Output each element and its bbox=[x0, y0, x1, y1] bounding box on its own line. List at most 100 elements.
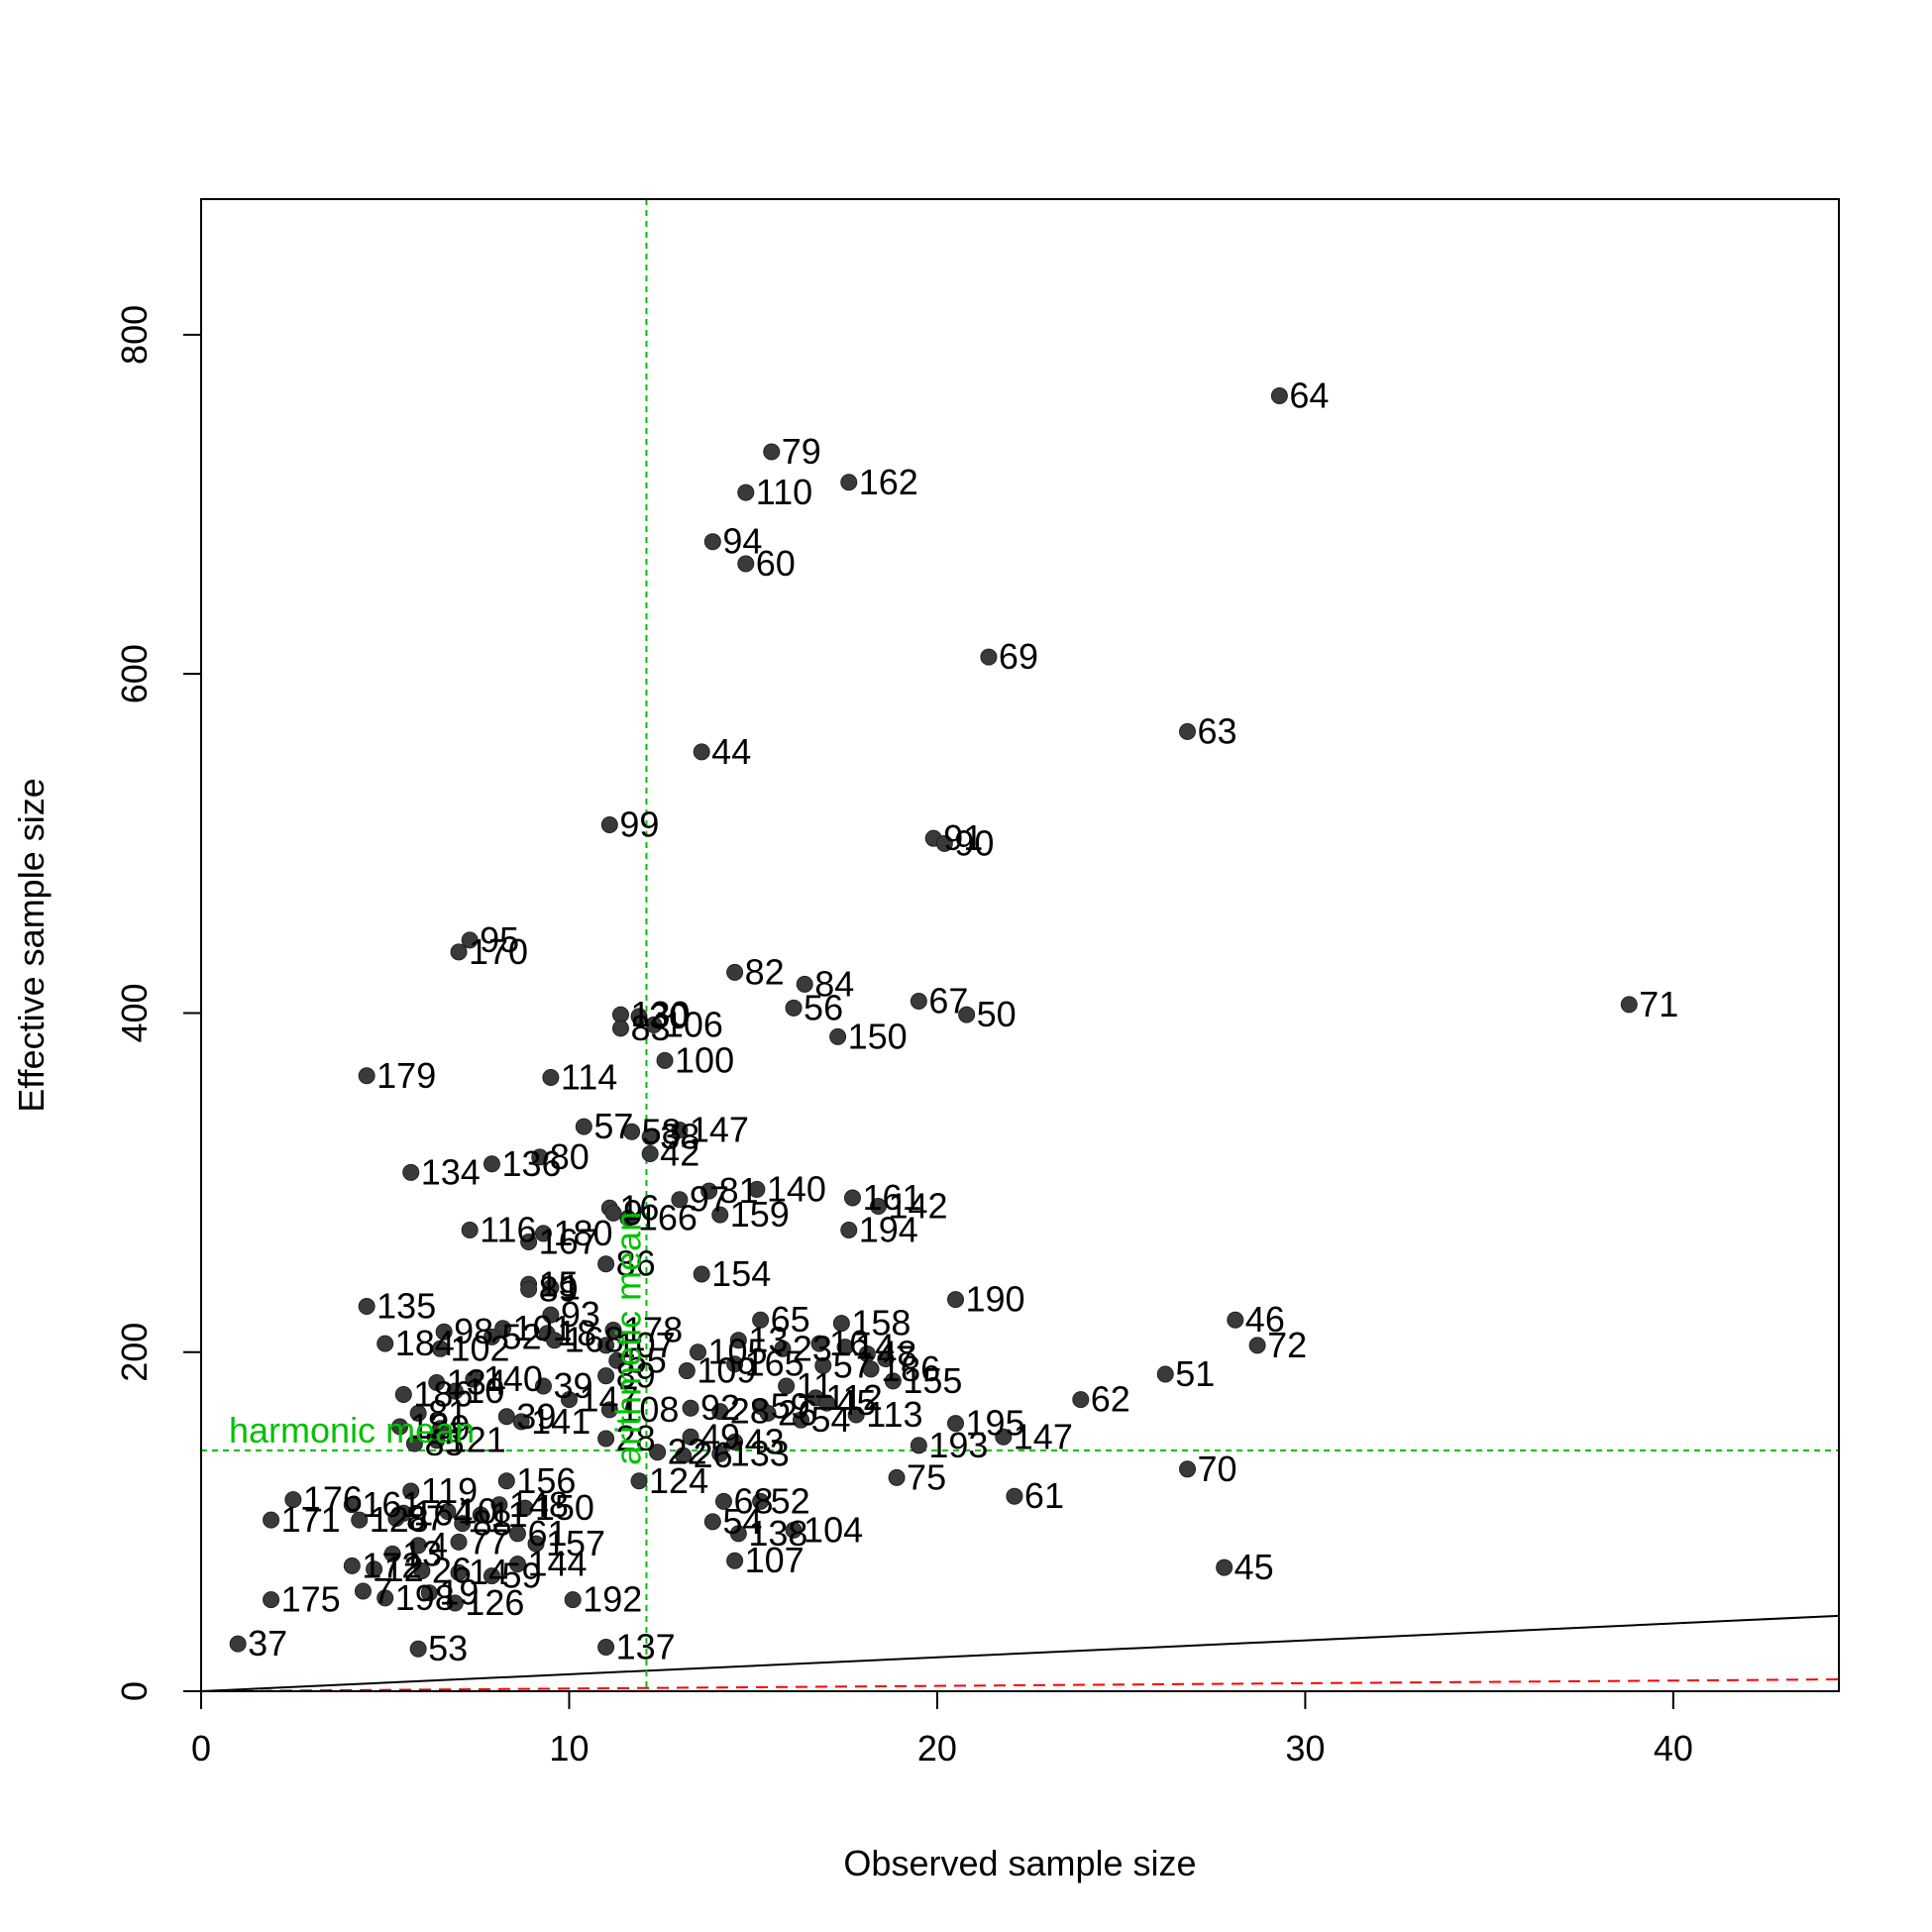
data-point bbox=[763, 443, 781, 461]
point-label: 26 bbox=[432, 1550, 472, 1590]
point-label: 176 bbox=[303, 1479, 363, 1520]
data-point bbox=[358, 1067, 376, 1085]
data-point bbox=[1620, 996, 1638, 1014]
point-label: 87 bbox=[406, 1497, 446, 1538]
point-label: 119 bbox=[421, 1470, 478, 1511]
point-label: 102 bbox=[450, 1328, 509, 1368]
data-point bbox=[910, 1437, 927, 1454]
point-label: 13 bbox=[402, 1533, 442, 1573]
data-point bbox=[836, 1339, 854, 1356]
data-point bbox=[1270, 387, 1288, 405]
data-point bbox=[542, 1279, 560, 1297]
data-point bbox=[516, 1499, 534, 1517]
point-label: 4 bbox=[428, 1525, 448, 1565]
x-tick-label: 20 bbox=[917, 1728, 957, 1769]
data-point bbox=[714, 1492, 732, 1510]
data-point bbox=[446, 1594, 464, 1612]
point-label: 97 bbox=[690, 1179, 729, 1220]
point-label: 80 bbox=[550, 1136, 590, 1177]
point-label: 194 bbox=[859, 1210, 918, 1250]
data-point bbox=[711, 1445, 729, 1462]
data-point bbox=[497, 1472, 515, 1490]
point-label: 14 bbox=[855, 1327, 895, 1367]
point-label: 147 bbox=[1014, 1416, 1073, 1456]
data-point bbox=[402, 1163, 420, 1181]
point-label: 186 bbox=[413, 1374, 473, 1415]
point-label: 166 bbox=[638, 1198, 698, 1238]
data-point bbox=[796, 975, 813, 993]
point-label: 147 bbox=[690, 1110, 749, 1150]
harmonic-mean-label: harmonic mean bbox=[229, 1410, 475, 1450]
point-label: 138 bbox=[748, 1513, 807, 1554]
data-point bbox=[726, 1355, 744, 1373]
data-point bbox=[814, 1356, 832, 1374]
point-label: 88 bbox=[473, 1503, 512, 1544]
point-label: 60 bbox=[756, 543, 796, 584]
data-point bbox=[935, 834, 953, 852]
data-point bbox=[604, 1204, 622, 1222]
data-point bbox=[450, 1533, 468, 1551]
data-point bbox=[597, 1430, 615, 1448]
point-label: 156 bbox=[516, 1460, 576, 1501]
data-point bbox=[366, 1560, 383, 1578]
point-label: 128 bbox=[370, 1499, 429, 1540]
data-point bbox=[752, 1311, 770, 1329]
point-label: 89 bbox=[539, 1268, 579, 1309]
point-label: 11 bbox=[490, 1494, 527, 1535]
point-label: 158 bbox=[851, 1303, 911, 1343]
point-label: 140 bbox=[767, 1168, 826, 1209]
point-label: 51 bbox=[1175, 1353, 1215, 1394]
point-label: 107 bbox=[745, 1540, 805, 1580]
data-point bbox=[604, 1321, 622, 1339]
point-label: 93 bbox=[561, 1294, 600, 1335]
data-point bbox=[600, 815, 618, 833]
point-label: 106 bbox=[664, 1004, 723, 1044]
point-label: 178 bbox=[623, 1309, 683, 1349]
data-point bbox=[575, 1118, 592, 1135]
point-label: 104 bbox=[804, 1509, 863, 1550]
point-label: 52 bbox=[771, 1480, 810, 1521]
data-point bbox=[428, 1432, 446, 1449]
data-point bbox=[1248, 1337, 1266, 1354]
point-label: 165 bbox=[745, 1343, 805, 1384]
point-label: 159 bbox=[730, 1194, 790, 1234]
point-label: 54 bbox=[810, 1399, 850, 1440]
point-label: 46 bbox=[1245, 1299, 1285, 1340]
point-label: 112 bbox=[825, 1377, 882, 1418]
data-point bbox=[483, 1567, 500, 1585]
data-point bbox=[862, 1360, 880, 1378]
point-label: 44 bbox=[711, 731, 751, 772]
point-label: 38 bbox=[660, 1116, 699, 1156]
data-point bbox=[512, 1413, 530, 1431]
point-label: 130 bbox=[630, 994, 690, 1034]
data-point bbox=[958, 1006, 976, 1023]
data-point bbox=[461, 1222, 479, 1239]
point-label: 116 bbox=[480, 1210, 536, 1250]
data-point bbox=[263, 1591, 280, 1609]
point-label: 84 bbox=[814, 963, 854, 1004]
data-point bbox=[980, 648, 998, 666]
point-label: 121 bbox=[447, 1420, 506, 1460]
data-point bbox=[1227, 1311, 1244, 1329]
point-label: 94 bbox=[722, 521, 762, 562]
data-point bbox=[560, 1391, 578, 1409]
point-label: 108 bbox=[619, 1389, 679, 1430]
data-point bbox=[1006, 1487, 1023, 1505]
point-label: 61 bbox=[1024, 1475, 1064, 1516]
data-point bbox=[840, 474, 858, 491]
y-tick-label: 400 bbox=[114, 983, 155, 1042]
data-point bbox=[737, 483, 755, 501]
point-label: 101 bbox=[513, 1308, 573, 1348]
data-point bbox=[358, 1298, 376, 1316]
point-label: 23 bbox=[793, 1328, 832, 1368]
point-label: 13 bbox=[748, 1320, 788, 1360]
data-point bbox=[671, 1122, 689, 1139]
data-point bbox=[420, 1584, 438, 1602]
point-label: 55 bbox=[627, 1340, 667, 1380]
data-point bbox=[284, 1491, 302, 1509]
point-label: 71 bbox=[1639, 984, 1678, 1024]
data-point bbox=[703, 1513, 721, 1531]
point-label: 57 bbox=[593, 1106, 633, 1146]
data-point bbox=[737, 555, 755, 573]
data-point bbox=[435, 1323, 453, 1341]
